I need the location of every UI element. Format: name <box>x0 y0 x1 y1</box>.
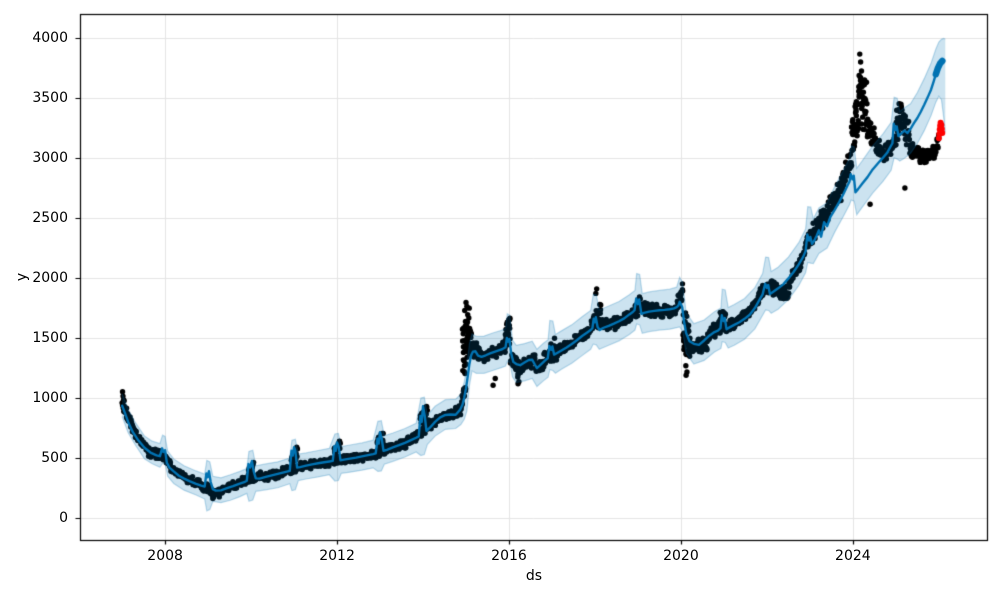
y-axis-label: y <box>14 272 30 282</box>
x-tick-label-2016: 2016 <box>491 548 527 564</box>
y-tick-label-0: 0 <box>59 510 68 527</box>
x-axis-label: ds <box>525 568 543 584</box>
y-tick-label-1500: 1500 <box>32 329 68 346</box>
x-tick-label-2012: 2012 <box>319 548 355 564</box>
x-tick-label-2020: 2020 <box>663 548 699 564</box>
y-tick-label-1000: 1000 <box>32 389 68 406</box>
y-tick-label-2500: 2500 <box>32 209 68 226</box>
x-tick-label-2008: 2008 <box>147 548 183 564</box>
y-tick-label-2000: 2000 <box>32 269 68 286</box>
y-tick-label-3500: 3500 <box>32 89 68 106</box>
x-tick-label-2024: 2024 <box>835 548 871 564</box>
y-tick-label-4000: 4000 <box>32 29 68 46</box>
y-tick-label-3000: 3000 <box>32 149 68 166</box>
y-tick-label-500: 500 <box>41 449 68 466</box>
